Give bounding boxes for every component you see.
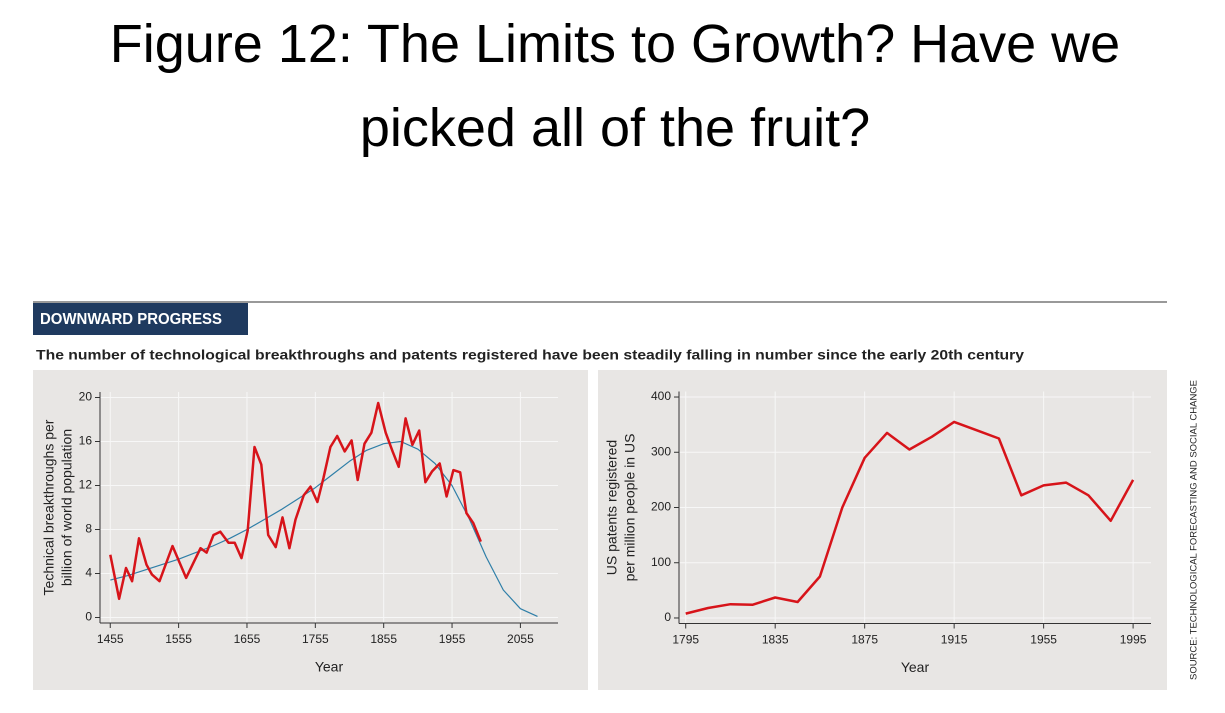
header-box xyxy=(33,303,248,335)
y-tick-label: 4 xyxy=(85,566,92,580)
data-line xyxy=(685,420,1135,615)
x-tick-label: 1875 xyxy=(851,633,878,647)
x-axis-label: Year xyxy=(315,659,344,675)
y-tick-label: 100 xyxy=(651,555,671,569)
panel xyxy=(598,370,1167,690)
x-axis-label: Year xyxy=(901,659,930,675)
y-tick-label: 16 xyxy=(79,434,93,448)
y-tick-label: 8 xyxy=(85,522,92,536)
x-tick-label: 2055 xyxy=(507,632,534,646)
x-tick-label: 1835 xyxy=(762,633,789,647)
x-tick-label: 1955 xyxy=(1030,633,1057,647)
slide-title: Figure 12: The Limits to Growth? Have we… xyxy=(109,14,1121,158)
y-tick-label: 200 xyxy=(651,500,671,514)
y-tick-label: 400 xyxy=(651,389,671,403)
x-tick-label: 1795 xyxy=(672,633,699,647)
y-axis-label: billion of world population xyxy=(59,429,75,586)
y-tick-label: 300 xyxy=(651,444,671,458)
y-tick-label: 0 xyxy=(85,610,92,624)
y-axis-label: Technical breakthroughs per xyxy=(41,419,57,595)
x-tick-label: 1455 xyxy=(97,632,124,646)
y-tick-label: 12 xyxy=(79,478,93,492)
x-tick-label: 1955 xyxy=(439,632,466,646)
y-tick-label: 0 xyxy=(664,610,671,624)
y-axis-label: US patents registered xyxy=(604,440,620,575)
y-axis-label: per million people in US xyxy=(622,434,638,582)
data-line xyxy=(109,401,482,601)
header: DOWNWARD PROGRESS xyxy=(40,311,222,328)
x-tick-label: 1995 xyxy=(1120,633,1147,647)
source: SOURCE: TECHNOLOGICAL FORECASTING AND SO… xyxy=(1188,380,1198,680)
x-tick-label: 1855 xyxy=(370,632,397,646)
x-tick-label: 1655 xyxy=(234,632,261,646)
x-tick-label: 1755 xyxy=(302,632,329,646)
y-tick-label: 20 xyxy=(79,390,93,404)
subtitle: The number of technological breakthrough… xyxy=(36,347,1024,363)
x-tick-label: 1555 xyxy=(165,632,192,646)
x-tick-label: 1915 xyxy=(941,633,968,647)
